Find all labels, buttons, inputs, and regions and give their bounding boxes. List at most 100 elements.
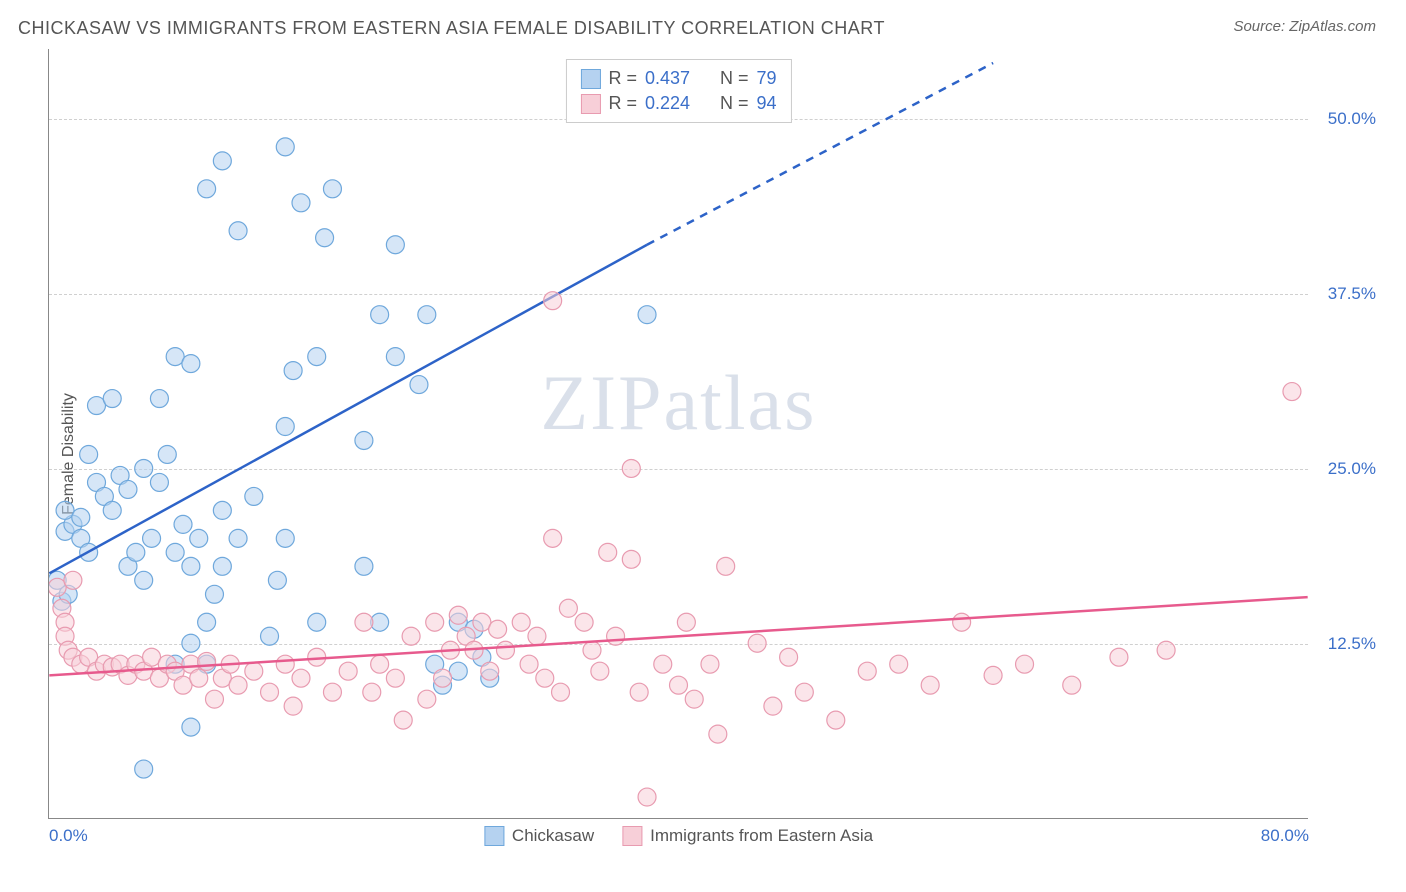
data-point bbox=[921, 676, 939, 694]
data-point bbox=[103, 501, 121, 519]
data-point bbox=[308, 348, 326, 366]
data-point bbox=[670, 676, 688, 694]
stat-legend-row: R =0.437N =79 bbox=[580, 66, 776, 91]
data-point bbox=[953, 613, 971, 631]
data-point bbox=[607, 627, 625, 645]
data-point bbox=[371, 306, 389, 324]
data-point bbox=[599, 543, 617, 561]
data-point bbox=[709, 725, 727, 743]
data-point bbox=[284, 362, 302, 380]
data-point bbox=[764, 697, 782, 715]
data-point bbox=[261, 683, 279, 701]
data-point bbox=[591, 662, 609, 680]
data-point bbox=[229, 222, 247, 240]
series-legend: ChickasawImmigrants from Eastern Asia bbox=[484, 826, 873, 846]
data-point bbox=[583, 641, 601, 659]
data-point bbox=[575, 613, 593, 631]
data-point bbox=[276, 529, 294, 547]
data-point bbox=[426, 613, 444, 631]
data-point bbox=[182, 355, 200, 373]
data-point bbox=[174, 515, 192, 533]
r-value: 0.224 bbox=[645, 93, 690, 114]
data-point bbox=[213, 152, 231, 170]
data-point bbox=[552, 683, 570, 701]
data-point bbox=[489, 620, 507, 638]
data-point bbox=[355, 613, 373, 631]
data-point bbox=[103, 390, 121, 408]
r-label: R = bbox=[608, 93, 637, 114]
data-point bbox=[1016, 655, 1034, 673]
data-point bbox=[559, 599, 577, 617]
data-point bbox=[198, 613, 216, 631]
data-point bbox=[72, 508, 90, 526]
data-point bbox=[198, 652, 216, 670]
stat-legend: R =0.437N =79R =0.224N =94 bbox=[565, 59, 791, 123]
data-point bbox=[622, 459, 640, 477]
data-point bbox=[481, 662, 499, 680]
data-point bbox=[544, 529, 562, 547]
legend-swatch bbox=[484, 826, 504, 846]
legend-item: Immigrants from Eastern Asia bbox=[622, 826, 873, 846]
data-point bbox=[143, 529, 161, 547]
data-point bbox=[984, 666, 1002, 684]
x-tick-label: 0.0% bbox=[49, 826, 88, 846]
n-value: 94 bbox=[757, 93, 777, 114]
data-point bbox=[630, 683, 648, 701]
data-point bbox=[158, 445, 176, 463]
data-point bbox=[198, 180, 216, 198]
data-point bbox=[150, 473, 168, 491]
legend-label: Immigrants from Eastern Asia bbox=[650, 826, 873, 846]
data-point bbox=[135, 571, 153, 589]
data-point bbox=[323, 180, 341, 198]
data-point bbox=[205, 690, 223, 708]
data-point bbox=[827, 711, 845, 729]
data-point bbox=[434, 669, 452, 687]
y-tick-label: 37.5% bbox=[1328, 284, 1376, 304]
r-label: R = bbox=[608, 68, 637, 89]
data-point bbox=[205, 585, 223, 603]
data-point bbox=[536, 669, 554, 687]
data-point bbox=[292, 669, 310, 687]
data-point bbox=[386, 348, 404, 366]
n-value: 79 bbox=[757, 68, 777, 89]
data-point bbox=[685, 690, 703, 708]
data-point bbox=[308, 613, 326, 631]
data-point bbox=[190, 669, 208, 687]
data-point bbox=[701, 655, 719, 673]
plot-svg bbox=[49, 49, 1308, 818]
legend-swatch bbox=[622, 826, 642, 846]
data-point bbox=[528, 627, 546, 645]
data-point bbox=[80, 445, 98, 463]
data-point bbox=[284, 697, 302, 715]
data-point bbox=[119, 480, 137, 498]
data-point bbox=[323, 683, 341, 701]
data-point bbox=[717, 557, 735, 575]
x-tick-label: 80.0% bbox=[1261, 826, 1309, 846]
data-point bbox=[135, 760, 153, 778]
chart-header: CHICKASAW VS IMMIGRANTS FROM EASTERN ASI… bbox=[0, 0, 1406, 39]
n-label: N = bbox=[720, 93, 749, 114]
data-point bbox=[268, 571, 286, 589]
data-point bbox=[363, 683, 381, 701]
data-point bbox=[780, 648, 798, 666]
data-point bbox=[449, 606, 467, 624]
data-point bbox=[182, 557, 200, 575]
data-point bbox=[245, 487, 263, 505]
y-tick-label: 12.5% bbox=[1328, 634, 1376, 654]
n-label: N = bbox=[720, 68, 749, 89]
y-tick-label: 50.0% bbox=[1328, 109, 1376, 129]
data-point bbox=[496, 641, 514, 659]
data-point bbox=[213, 557, 231, 575]
data-point bbox=[245, 662, 263, 680]
data-point bbox=[355, 557, 373, 575]
data-point bbox=[410, 376, 428, 394]
data-point bbox=[858, 662, 876, 680]
data-point bbox=[1063, 676, 1081, 694]
data-point bbox=[229, 529, 247, 547]
data-point bbox=[316, 229, 334, 247]
data-point bbox=[150, 390, 168, 408]
chart-container: Female Disability ZIPatlas R =0.437N =79… bbox=[0, 39, 1406, 869]
data-point bbox=[512, 613, 530, 631]
data-point bbox=[418, 690, 436, 708]
data-point bbox=[654, 655, 672, 673]
